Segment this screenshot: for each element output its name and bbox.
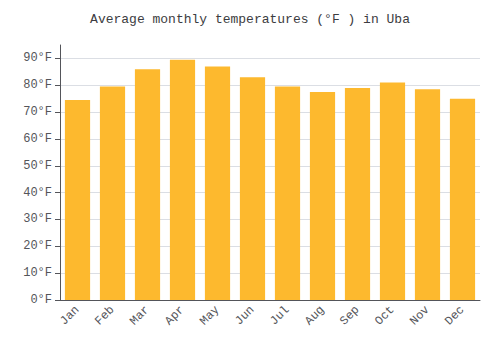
svg-text:10°F: 10°F bbox=[23, 266, 52, 280]
svg-text:Aug: Aug bbox=[302, 303, 327, 328]
svg-text:Apr: Apr bbox=[162, 303, 187, 328]
svg-text:70°F: 70°F bbox=[23, 105, 52, 119]
svg-text:Dec: Dec bbox=[442, 303, 467, 328]
svg-text:Sep: Sep bbox=[337, 303, 362, 328]
svg-text:90°F: 90°F bbox=[23, 51, 52, 65]
svg-text:May: May bbox=[197, 303, 222, 328]
svg-text:Feb: Feb bbox=[92, 303, 117, 328]
svg-text:0°F: 0°F bbox=[30, 293, 52, 307]
svg-text:40°F: 40°F bbox=[23, 186, 52, 200]
svg-text:20°F: 20°F bbox=[23, 239, 52, 253]
svg-text:Jun: Jun bbox=[232, 303, 257, 328]
svg-text:Mar: Mar bbox=[127, 303, 152, 328]
svg-text:Jul: Jul bbox=[267, 303, 292, 328]
svg-text:60°F: 60°F bbox=[23, 132, 52, 146]
svg-text:50°F: 50°F bbox=[23, 159, 52, 173]
svg-text:30°F: 30°F bbox=[23, 212, 52, 226]
svg-text:Oct: Oct bbox=[372, 303, 397, 328]
svg-text:Jan: Jan bbox=[57, 303, 82, 328]
svg-text:Nov: Nov bbox=[407, 303, 432, 328]
svg-text:80°F: 80°F bbox=[23, 78, 52, 92]
svg-text:Average monthly temperatures (: Average monthly temperatures (°F ) in Ub… bbox=[90, 12, 410, 27]
